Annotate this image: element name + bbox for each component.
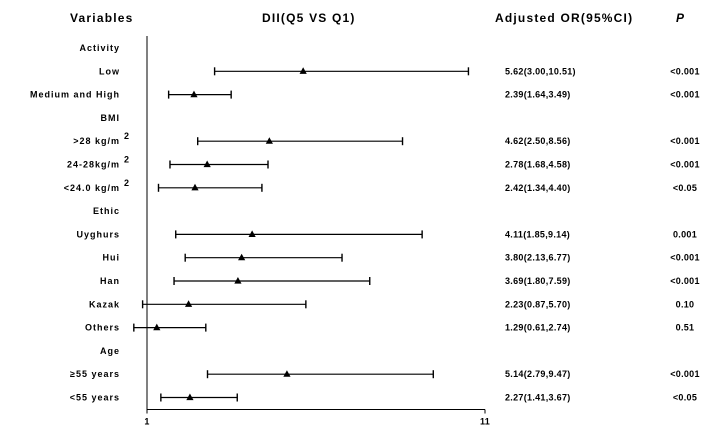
or-ci-value: 2.42(1.34,4.40) xyxy=(505,183,571,193)
p-value: <0.001 xyxy=(670,276,700,286)
row-label: Hui xyxy=(103,253,121,263)
row-label: Han xyxy=(100,276,120,286)
or-ci-value: 3.69(1.80,7.59) xyxy=(505,276,571,286)
row-label: >28 kg/m xyxy=(73,136,120,146)
point-estimate-marker xyxy=(186,393,194,401)
header-effect: DII(Q5 VS Q1) xyxy=(262,11,356,25)
row-label: Others xyxy=(85,323,120,333)
or-ci-value: 3.80(2.13,6.77) xyxy=(505,253,571,263)
or-ci-column: 5.62(3.00,10.51) 2.39(1.64,3.49) 4.62(2.50… xyxy=(505,66,576,402)
point-estimate-marker xyxy=(184,300,193,307)
p-value: <0.05 xyxy=(673,393,697,403)
or-ci-value: 5.14(2.79,9.47) xyxy=(505,369,571,379)
point-estimate-marker xyxy=(191,183,199,191)
p-value: 0.001 xyxy=(673,229,697,239)
header-p: P xyxy=(676,11,685,25)
point-estimate-marker xyxy=(203,160,211,168)
point-estimate-marker xyxy=(248,230,256,237)
p-value: 0.10 xyxy=(676,299,695,309)
group-header: Activity xyxy=(79,43,120,53)
or-ci-value: 4.62(2.50,8.56) xyxy=(505,136,571,146)
point-estimate-marker xyxy=(153,323,161,331)
or-ci-value: 2.39(1.64,3.49) xyxy=(505,90,571,100)
row-labels: Activity Low Medium and High BMI >28 kg/m 2 24… xyxy=(30,43,130,403)
or-ci-value: 2.78(1.68,4.58) xyxy=(505,160,571,170)
or-ci-value: 2.27(1.41,3.67) xyxy=(505,393,571,403)
p-value-column: <0.001 <0.001 <0.001 <0.001 <0.05 0.001 <0.001… xyxy=(670,66,700,403)
p-value: <0.001 xyxy=(670,136,700,146)
or-ci-value: 4.11(1.85,9.14) xyxy=(505,229,570,239)
plot-axis: 1 11 xyxy=(144,36,490,427)
point-estimate-marker xyxy=(283,370,291,377)
header-variables: Variables xyxy=(70,11,134,25)
point-estimate-marker xyxy=(265,137,273,144)
plot-marks xyxy=(133,67,470,402)
point-estimate-marker xyxy=(299,67,307,74)
or-ci-value: 1.29(0.61,2.74) xyxy=(505,323,571,333)
column-headers: Variables DII(Q5 VS Q1) Adjusted OR(95%C… xyxy=(70,11,685,25)
x-tick-label: 1 xyxy=(144,417,149,427)
or-ci-value: 5.62(3.00,10.51) xyxy=(505,66,576,76)
point-estimate-marker xyxy=(234,277,242,284)
p-value: 0.51 xyxy=(676,323,695,333)
or-ci-value: 2.23(0.87,5.70) xyxy=(505,299,571,309)
group-header: BMI xyxy=(101,113,121,123)
p-value: <0.05 xyxy=(673,183,697,193)
row-label-superscript: 2 xyxy=(124,155,130,165)
p-value: <0.001 xyxy=(670,160,700,170)
row-label: Low xyxy=(99,66,120,76)
header-or-ci: Adjusted OR(95%CI) xyxy=(495,11,633,25)
row-label: 24-28kg/m xyxy=(67,160,120,170)
row-label-superscript: 2 xyxy=(124,178,130,188)
row-label: <55 years xyxy=(70,393,120,403)
row-label: <24.0 kg/m xyxy=(64,183,120,193)
row-label: Kazak xyxy=(89,299,120,309)
row-label: ≥55 years xyxy=(70,369,120,379)
row-label: Medium and High xyxy=(30,90,120,100)
p-value: <0.001 xyxy=(670,253,700,263)
row-label-superscript: 2 xyxy=(124,131,130,141)
point-estimate-marker xyxy=(190,90,198,98)
p-value: <0.001 xyxy=(670,66,700,76)
group-header: Age xyxy=(100,346,120,356)
row-label: Uyghurs xyxy=(76,229,120,239)
x-tick-label: 11 xyxy=(480,417,490,427)
point-estimate-marker xyxy=(238,253,246,261)
group-header: Ethic xyxy=(93,206,120,216)
p-value: <0.001 xyxy=(670,369,700,379)
p-value: <0.001 xyxy=(670,90,700,100)
